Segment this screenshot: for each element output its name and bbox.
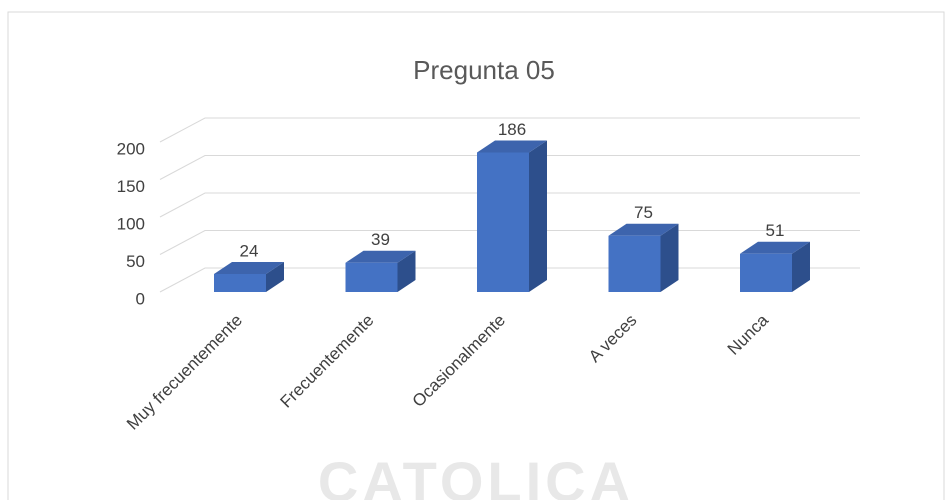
bar-side (266, 262, 284, 292)
watermark: CATOLICA (318, 450, 634, 500)
bar (477, 152, 529, 292)
bar (608, 235, 661, 292)
value-label: 24 (240, 241, 259, 260)
y-tick-label: 200 (117, 139, 145, 158)
y-tick-label: 50 (126, 252, 145, 271)
bar (214, 274, 266, 292)
value-label: 186 (498, 120, 526, 139)
value-label: 75 (634, 203, 653, 222)
chart-title: Pregunta 05 (413, 55, 555, 85)
value-label: 51 (766, 221, 785, 240)
bar-side (529, 140, 547, 292)
bar-top (608, 223, 679, 236)
grid-line (159, 192, 860, 218)
bar-side (660, 223, 679, 292)
bar (740, 253, 792, 292)
bar (345, 262, 398, 292)
grid-line (159, 155, 860, 180)
bar-side (397, 250, 416, 292)
bar-top (740, 241, 810, 254)
y-tick-label: 0 (136, 289, 145, 308)
y-tick-label: 150 (117, 177, 145, 196)
bar-top (345, 250, 416, 263)
grid-line (159, 117, 860, 143)
y-tick-label: 100 (117, 214, 145, 233)
bar-side (792, 241, 810, 292)
value-label: 39 (371, 230, 390, 249)
bar-top (477, 140, 547, 153)
bar-top (214, 262, 284, 274)
